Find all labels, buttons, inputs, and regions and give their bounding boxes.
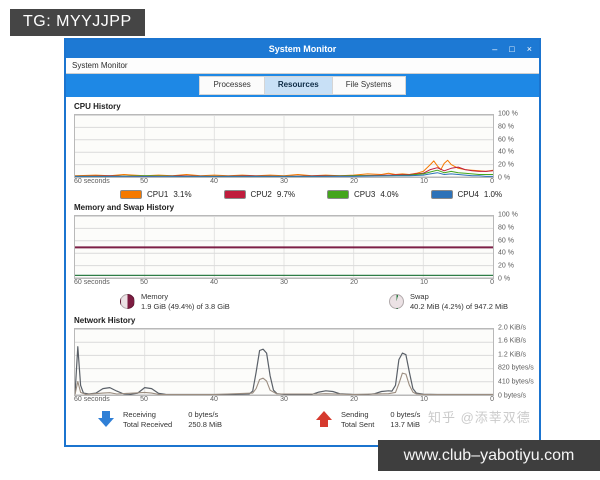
resources-view: CPU History 100 % 80 % 60 % 40 % 20 % 0 % 60 … bbox=[66, 97, 539, 445]
memory-legend: Memory 1.9 GiB (49.4%) of 3.8 GiB Swap 4… bbox=[74, 292, 534, 312]
network-x-axis-labels: 60 seconds 50 40 30 20 10 0 bbox=[74, 395, 494, 403]
cpu1-label: CPU1 bbox=[147, 190, 169, 199]
total-sent-value: 13.7 MiB bbox=[390, 420, 420, 429]
cpu2-value: 9.7% bbox=[276, 190, 296, 199]
cpu4-value: 1.0% bbox=[483, 190, 503, 199]
legend-item-cpu1: CPU1 3.1% bbox=[120, 190, 224, 199]
memory-history-graph bbox=[74, 215, 494, 279]
cpu2-label: CPU2 bbox=[250, 190, 272, 199]
cpu1-value: 3.1% bbox=[173, 190, 192, 199]
cpu-legend: CPU1 3.1% CPU2 9.7% CPU3 4.0% CPU4 1.0% bbox=[74, 190, 534, 199]
receiving-label: Receiving bbox=[123, 409, 156, 419]
cpu-history-title: CPU History bbox=[74, 102, 121, 111]
menu-system-monitor[interactable]: System Monitor bbox=[72, 61, 128, 70]
total-received-label: Total Received bbox=[123, 420, 173, 429]
cpu1-color-swatch bbox=[120, 190, 142, 199]
network-y-axis-labels: 2.0 KiB/s 1.6 KiB/s 1.2 KiB/s 820 bytes/s 41… bbox=[498, 324, 534, 399]
titlebar: System Monitor – □ × bbox=[66, 40, 539, 58]
legend-item-sending: Sending Total Sent 0 bytes/s 13.7 MiB bbox=[316, 410, 534, 431]
tab-resources[interactable]: Resources bbox=[264, 76, 333, 95]
swap-label: Swap bbox=[410, 292, 429, 301]
cpu-history-graph bbox=[74, 114, 494, 178]
arrow-down-icon bbox=[98, 410, 114, 427]
cpu4-color-swatch bbox=[430, 190, 453, 199]
cpu3-value: 4.0% bbox=[380, 190, 399, 199]
sending-rate: 0 bytes/s bbox=[390, 409, 421, 419]
legend-item-cpu3: CPU3 4.0% bbox=[327, 190, 431, 199]
window-controls: – □ × bbox=[492, 40, 532, 58]
memory-pie-icon bbox=[120, 294, 135, 310]
arrow-up-icon bbox=[316, 410, 332, 427]
tab-file-systems[interactable]: File Systems bbox=[332, 76, 406, 95]
window-title: System Monitor bbox=[268, 44, 337, 54]
cpu4-label: CPU4 bbox=[457, 190, 479, 199]
zhihu-watermark: 知乎 @添莘双德 bbox=[428, 410, 531, 425]
system-monitor-window: System Monitor – □ × System Monitor Proc… bbox=[64, 38, 541, 447]
sending-label: Sending bbox=[341, 409, 369, 419]
tab-processes[interactable]: Processes bbox=[199, 76, 265, 95]
memory-y-axis-labels: 100 % 80 % 60 % 40 % 20 % 0 % bbox=[498, 211, 518, 283]
tg-badge: TG: MYYJJPP bbox=[10, 9, 145, 36]
minimize-button[interactable]: – bbox=[492, 43, 498, 54]
legend-item-memory: Memory 1.9 GiB (49.4%) of 3.8 GiB bbox=[120, 292, 327, 312]
url-watermark: www.club–yabotiyu.com bbox=[378, 440, 600, 471]
network-history-title: Network History bbox=[74, 315, 136, 325]
legend-item-cpu2: CPU2 9.7% bbox=[223, 190, 328, 199]
network-history-graph bbox=[74, 327, 494, 396]
cpu3-label: CPU3 bbox=[354, 190, 376, 199]
receiving-rate: 0 bytes/s bbox=[188, 409, 219, 419]
network-legend: Receiving Total Received 0 bytes/s 250.8… bbox=[74, 410, 534, 431]
swap-detail: 40.2 MiB (4.2%) of 947.2 MiB bbox=[410, 301, 508, 311]
total-received-value: 250.8 MiB bbox=[188, 420, 222, 429]
memory-label: Memory bbox=[141, 292, 169, 301]
view-switcher: Processes Resources File Systems bbox=[66, 74, 539, 97]
legend-item-swap: Swap 40.2 MiB (4.2%) of 947.2 MiB bbox=[327, 292, 534, 312]
memory-x-axis-labels: 60 seconds 50 40 30 20 10 0 bbox=[74, 279, 494, 286]
maximize-button[interactable]: □ bbox=[509, 43, 515, 54]
cpu-x-axis-labels: 60 seconds 50 40 30 20 10 0 bbox=[74, 178, 494, 185]
legend-item-cpu4: CPU4 1.0% bbox=[430, 190, 535, 199]
legend-item-receiving: Receiving Total Received 0 bytes/s 250.8… bbox=[98, 410, 316, 431]
cpu2-color-swatch bbox=[223, 190, 246, 199]
swap-pie-icon bbox=[389, 294, 404, 310]
menubar: System Monitor bbox=[66, 58, 539, 74]
total-sent-label: Total Sent bbox=[341, 420, 375, 429]
memory-detail: 1.9 GiB (49.4%) of 3.8 GiB bbox=[141, 301, 230, 311]
cpu-y-axis-labels: 100 % 80 % 60 % 40 % 20 % 0 % bbox=[498, 110, 518, 182]
close-button[interactable]: × bbox=[526, 43, 532, 54]
memory-swap-title: Memory and Swap History bbox=[74, 203, 175, 212]
cpu3-color-swatch bbox=[327, 190, 349, 199]
